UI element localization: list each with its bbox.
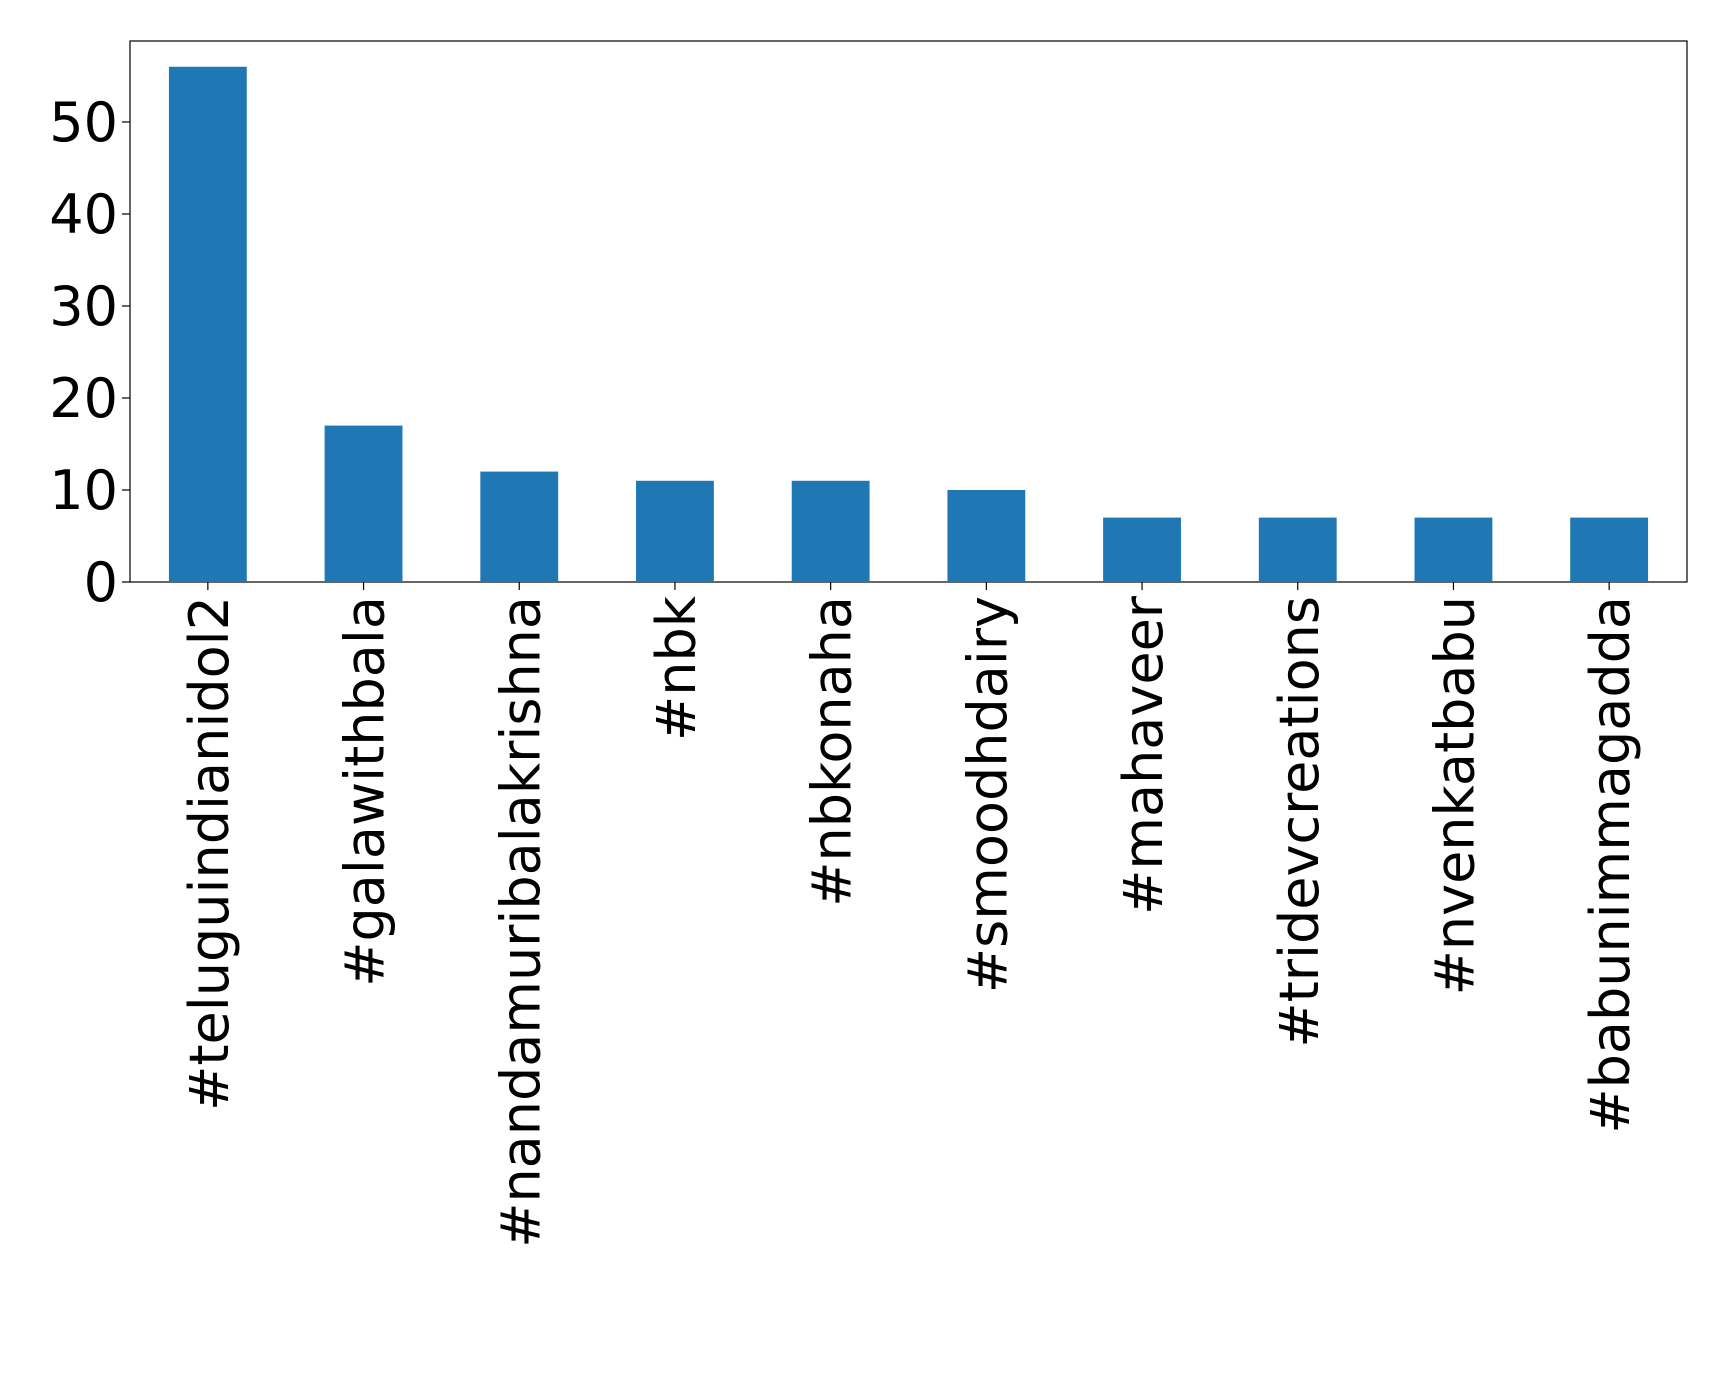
x-tick-label: #nandamuribalakrishna: [489, 596, 552, 1248]
bar: [791, 480, 870, 582]
y-tick-label: 20: [49, 367, 118, 430]
plot-frame: [129, 40, 1688, 583]
bar: [1103, 517, 1181, 582]
bar: [1570, 517, 1649, 582]
bar: [1414, 517, 1493, 582]
x-tick-label: #nbk: [645, 595, 708, 741]
y-tick-label: 0: [84, 551, 118, 614]
x-tick-label: #smoodhdairy: [956, 596, 1019, 993]
x-tick-label: #babunimmagadda: [1579, 596, 1642, 1134]
y-tick-label: 50: [49, 91, 118, 154]
x-tick-label: #mahaveer: [1112, 595, 1175, 915]
bar: [636, 480, 714, 582]
x-tick-label: #nvenkatbabu: [1423, 596, 1486, 995]
x-tick-label: #teluguindianidol2: [178, 596, 241, 1111]
y-tick-label: 10: [49, 459, 118, 522]
x-tick-label: #nbkonaha: [801, 596, 864, 907]
bar: [1258, 517, 1337, 582]
y-tick-label: 40: [49, 183, 118, 246]
bar: [324, 425, 403, 582]
bar: [480, 471, 559, 582]
y-tick-label: 30: [49, 275, 118, 338]
x-tick-label: #galawithbala: [334, 596, 397, 987]
bar: [168, 66, 247, 582]
x-tick-label: #tridevcreations: [1268, 596, 1331, 1048]
bar: [947, 489, 1026, 582]
